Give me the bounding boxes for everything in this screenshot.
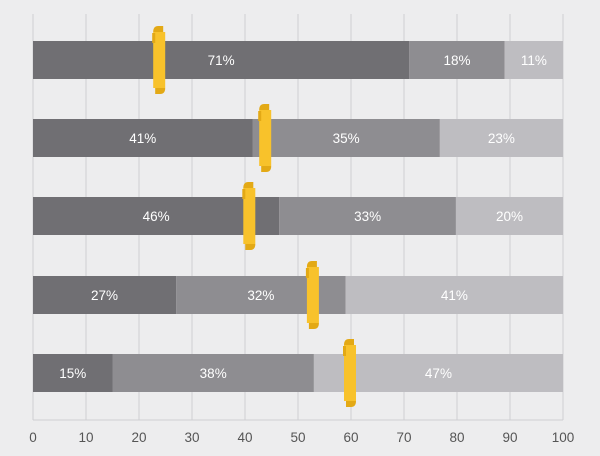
bar-segment [504,41,563,79]
bar-segment [33,354,113,392]
bar-segment [252,119,440,157]
x-tick-label: 10 [78,430,93,445]
x-tick-label: 80 [449,430,464,445]
marker [152,26,166,94]
bar-segment [439,119,563,157]
data-label: 38% [200,366,227,381]
bar-segment [409,41,505,79]
markers [152,26,356,407]
data-label: 27% [91,288,118,303]
bar-segment [345,276,563,314]
data-label: 47% [425,366,452,381]
x-tick-label: 60 [343,430,358,445]
data-label: 71% [208,53,235,68]
data-label: 35% [333,131,360,146]
marker [305,261,319,329]
bar-segment [33,41,410,79]
x-tick-label: 40 [237,430,252,445]
marker [242,182,256,250]
data-label: 41% [441,288,468,303]
data-label: 33% [354,209,381,224]
x-tick-label: 90 [502,430,517,445]
marker [258,104,272,172]
data-label: 18% [443,53,470,68]
data-label: 41% [129,131,156,146]
data-label: 15% [59,366,86,381]
data-label: 32% [247,288,274,303]
bars: 71% 18% 11% 41% 35% 23% 46% 33% 20% 27% 32% 41% 15% 3… [33,41,563,392]
x-tick-label: 30 [184,430,199,445]
x-tick-label: 100 [552,430,575,445]
data-label: 11% [521,53,547,68]
x-tick-label: 50 [290,430,305,445]
marker [343,339,356,407]
bar-segment [33,276,177,314]
bar-segment [33,197,280,235]
data-label: 46% [143,209,170,224]
bar-segment [33,119,253,157]
x-tick-label: 20 [131,430,146,445]
data-label: 23% [488,131,515,146]
data-label: 20% [496,209,523,224]
x-tick-label: 0 [29,430,37,445]
bar-segment [455,197,563,235]
x-tick-label: 70 [396,430,411,445]
bar-segment [279,197,456,235]
x-axis: 0 10 20 30 40 50 60 70 80 90 100 [29,430,574,445]
bar-segment [112,354,314,392]
